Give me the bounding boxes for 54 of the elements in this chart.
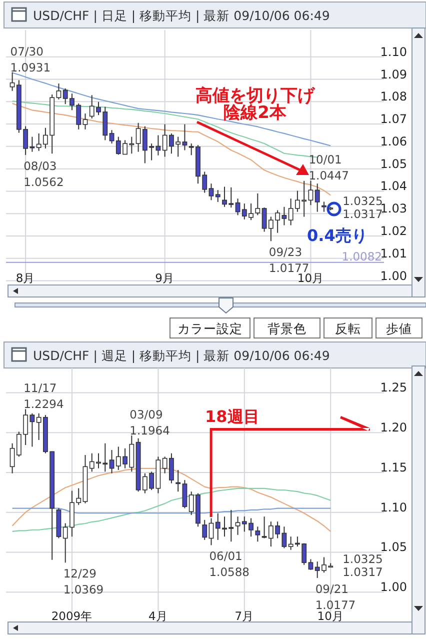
text: 1.0325 — [342, 552, 383, 566]
annotation: 07/30 — [10, 44, 44, 58]
annotation: 10/01 — [308, 152, 342, 167]
y-tick-label: 1.05 — [380, 540, 407, 554]
y-tick-label: 1.10 — [380, 44, 407, 59]
annotation: 1.0177 — [315, 598, 356, 612]
y-tick-label: 1.10 — [380, 500, 407, 514]
x-tick-label: 2009年 — [51, 609, 93, 623]
y-tick-label: 1.07 — [380, 112, 407, 126]
ref-line-label: 1.0082 — [342, 249, 382, 264]
annotation: 1.0447 — [308, 168, 349, 183]
x-tick-label: 4月 — [148, 609, 168, 623]
annotation: 1.0931 — [10, 60, 51, 74]
annotation: 03/09 — [130, 407, 163, 422]
annotation: 06/01 — [209, 549, 242, 564]
y-tick-label: 1.20 — [380, 420, 407, 435]
y-tick-label: 1.09 — [380, 67, 407, 82]
y-tick-label: 1.08 — [380, 90, 407, 104]
annotation: 1.1964 — [130, 423, 170, 438]
annotation: 18週目 — [205, 407, 260, 426]
x-tick-label: 7月 — [234, 609, 254, 623]
annotation: 09/21 — [315, 582, 349, 596]
text: 1.0317 — [342, 565, 383, 580]
text: 1.0317 — [342, 206, 383, 221]
annotation: 1.0369 — [63, 582, 104, 597]
y-tick-label: 1.05 — [380, 156, 407, 171]
y-tick-label: 1.15 — [380, 460, 407, 474]
x-tick-label: 8月 — [16, 271, 36, 285]
y-tick-label: 1.25 — [380, 380, 407, 395]
annotation: 1.2294 — [24, 397, 64, 412]
annotation: 1.0562 — [24, 174, 64, 189]
x-tick-label: 9月 — [155, 271, 174, 285]
annotation: 陰線2本 — [224, 103, 288, 123]
text: 1.0325 — [342, 194, 383, 208]
annotation: 1.0588 — [209, 565, 250, 580]
y-tick-label: 1.00 — [380, 268, 407, 283]
text: カラー設定 — [178, 321, 242, 336]
chart-title: USD/CHF | 週足 | 移動平均 | 最新 09/10/06 06:49 — [33, 348, 330, 363]
y-tick-label: 1.04 — [380, 179, 407, 194]
text: 背景色 — [268, 321, 306, 336]
y-tick-label: 1.01 — [380, 246, 407, 260]
y-tick-label: 1.00 — [380, 580, 407, 594]
annotation: 0.4売り — [307, 226, 368, 245]
annotation: 11/17 — [24, 381, 57, 396]
y-tick-label: 1.06 — [380, 134, 407, 148]
text: 歩値 — [386, 321, 412, 336]
annotation: 08/03 — [24, 158, 57, 173]
y-tick-label: 1.02 — [380, 224, 407, 238]
x-tick-label: 10月 — [297, 271, 324, 285]
text: 反転 — [335, 321, 361, 336]
annotation: 09/23 — [268, 245, 302, 260]
annotation: 12/29 — [63, 566, 97, 581]
chart-title: USD/CHF | 日足 | 移動平均 | 最新 09/10/06 06:49 — [33, 8, 330, 23]
x-tick-label: 10月 — [317, 609, 344, 623]
